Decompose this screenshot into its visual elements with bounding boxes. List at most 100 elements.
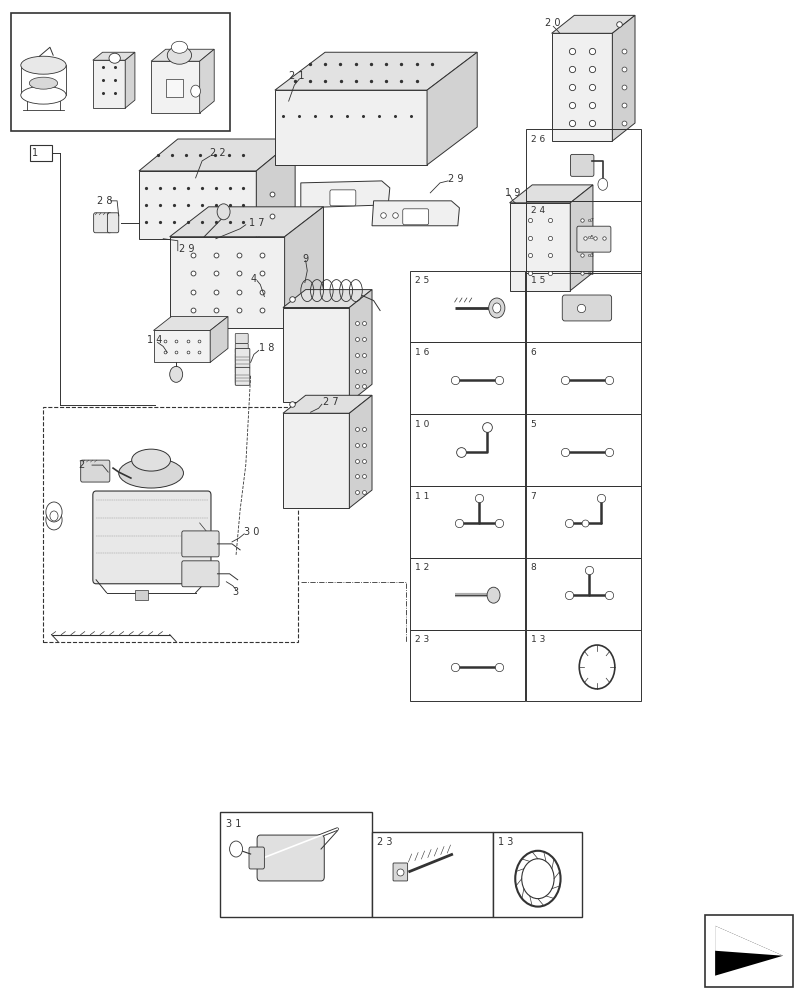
Bar <box>525 129 640 201</box>
Polygon shape <box>283 290 371 308</box>
Polygon shape <box>169 237 285 328</box>
Ellipse shape <box>109 53 120 63</box>
Ellipse shape <box>167 46 191 64</box>
Polygon shape <box>285 207 323 328</box>
Bar <box>410 342 524 414</box>
Text: 2 8: 2 8 <box>97 196 112 206</box>
Polygon shape <box>153 317 228 330</box>
Bar <box>525 486 640 558</box>
Ellipse shape <box>21 56 66 74</box>
Polygon shape <box>349 395 371 508</box>
Polygon shape <box>210 317 228 362</box>
FancyBboxPatch shape <box>570 154 593 176</box>
Text: 1 1: 1 1 <box>414 492 429 501</box>
Text: 2: 2 <box>78 460 84 470</box>
Bar <box>525 271 640 342</box>
Polygon shape <box>139 171 256 239</box>
Text: 2 7: 2 7 <box>323 397 339 407</box>
Ellipse shape <box>29 77 58 89</box>
Bar <box>493 832 581 917</box>
Bar <box>525 201 640 273</box>
Circle shape <box>492 303 500 313</box>
Text: 2 3: 2 3 <box>414 635 429 644</box>
Polygon shape <box>509 185 592 203</box>
FancyBboxPatch shape <box>80 460 109 482</box>
Text: 1 9: 1 9 <box>504 188 520 198</box>
Bar <box>135 590 148 600</box>
Bar <box>11 13 230 131</box>
FancyBboxPatch shape <box>249 847 264 869</box>
Bar <box>410 486 524 558</box>
Polygon shape <box>169 207 323 237</box>
Bar <box>410 414 524 486</box>
FancyBboxPatch shape <box>257 835 324 881</box>
Polygon shape <box>300 181 389 208</box>
FancyBboxPatch shape <box>235 348 250 368</box>
FancyBboxPatch shape <box>329 190 355 206</box>
Ellipse shape <box>171 41 187 53</box>
Polygon shape <box>349 290 371 402</box>
Bar <box>410 630 524 701</box>
Ellipse shape <box>118 458 183 488</box>
Text: 1 3: 1 3 <box>498 837 513 847</box>
Circle shape <box>46 502 62 522</box>
Text: 2 3: 2 3 <box>376 837 392 847</box>
FancyBboxPatch shape <box>393 863 407 881</box>
Bar <box>220 812 371 917</box>
Polygon shape <box>551 33 611 141</box>
Polygon shape <box>551 15 634 33</box>
Text: 2 2: 2 2 <box>210 148 225 158</box>
Text: 2 9: 2 9 <box>448 174 463 184</box>
Circle shape <box>217 204 230 220</box>
Polygon shape <box>275 90 427 165</box>
Circle shape <box>46 510 62 530</box>
Text: o3: o3 <box>587 253 594 258</box>
Text: 5: 5 <box>530 420 536 429</box>
Polygon shape <box>509 203 569 291</box>
Text: o5: o5 <box>587 235 594 240</box>
Polygon shape <box>283 413 349 508</box>
Text: 2 1: 2 1 <box>288 71 304 81</box>
FancyBboxPatch shape <box>93 213 111 233</box>
FancyBboxPatch shape <box>235 343 248 353</box>
Polygon shape <box>92 52 135 60</box>
FancyBboxPatch shape <box>402 209 428 225</box>
Bar <box>410 271 524 342</box>
FancyBboxPatch shape <box>235 353 248 363</box>
Polygon shape <box>151 49 214 61</box>
Polygon shape <box>200 49 214 113</box>
FancyBboxPatch shape <box>235 363 248 373</box>
Polygon shape <box>371 201 459 226</box>
Text: 2 6: 2 6 <box>530 135 544 144</box>
Polygon shape <box>714 926 782 956</box>
Text: 1: 1 <box>32 148 38 158</box>
FancyBboxPatch shape <box>92 491 211 584</box>
Text: 1 8: 1 8 <box>259 343 274 353</box>
Polygon shape <box>153 330 210 362</box>
FancyBboxPatch shape <box>107 213 118 233</box>
Polygon shape <box>283 308 349 402</box>
Bar <box>371 832 493 917</box>
Circle shape <box>597 178 607 190</box>
Text: 2 5: 2 5 <box>414 276 429 285</box>
Text: 4: 4 <box>251 274 256 284</box>
Text: 9: 9 <box>302 254 308 264</box>
Circle shape <box>487 587 500 603</box>
Bar <box>165 79 183 97</box>
Bar <box>525 630 640 701</box>
Bar <box>525 558 640 630</box>
Circle shape <box>230 841 242 857</box>
Text: 1 2: 1 2 <box>414 563 429 572</box>
Text: 1 0: 1 0 <box>414 420 429 429</box>
Polygon shape <box>569 185 592 291</box>
Polygon shape <box>125 52 135 108</box>
Text: 3: 3 <box>232 587 238 597</box>
Text: 2 9: 2 9 <box>179 244 195 254</box>
Text: 7: 7 <box>530 492 536 501</box>
Circle shape <box>191 85 200 97</box>
Polygon shape <box>283 395 371 413</box>
Ellipse shape <box>131 449 170 471</box>
Bar <box>30 145 52 161</box>
Polygon shape <box>256 139 294 239</box>
Ellipse shape <box>21 86 66 104</box>
